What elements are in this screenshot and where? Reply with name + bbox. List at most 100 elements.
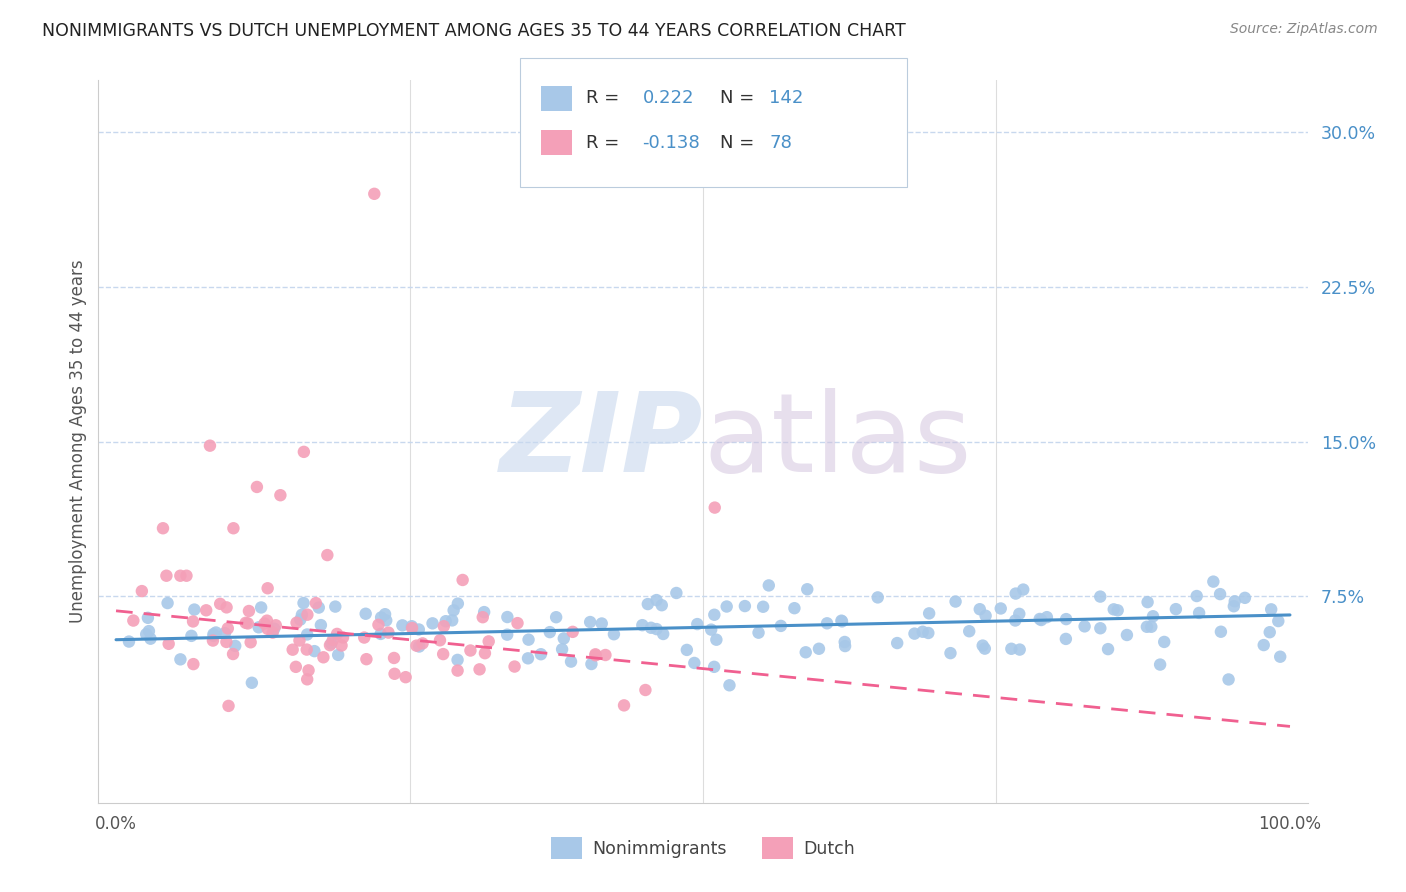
- Point: [354, 607, 377, 621]
- Text: NONIMMIGRANTS VS DUTCH UNEMPLOYMENT AMONG AGES 35 TO 44 YEARS CORRELATION CHART: NONIMMIGRANTS VS DUTCH UNEMPLOYMENT AMON…: [42, 22, 905, 40]
- Point: [474, 646, 496, 660]
- Point: [169, 568, 191, 582]
- Point: [330, 639, 353, 653]
- Text: R =: R =: [586, 134, 620, 152]
- Point: [198, 439, 221, 453]
- Point: [1107, 603, 1129, 617]
- Point: [326, 627, 349, 641]
- Point: [284, 660, 307, 674]
- Point: [441, 614, 464, 628]
- Point: [1260, 602, 1282, 616]
- Point: [834, 639, 856, 653]
- Point: [235, 615, 257, 630]
- Point: [972, 639, 994, 653]
- Point: [1008, 642, 1031, 657]
- Point: [1102, 602, 1125, 616]
- Point: [201, 633, 224, 648]
- Point: [561, 624, 583, 639]
- Point: [319, 638, 342, 652]
- Point: [752, 599, 775, 614]
- Point: [332, 631, 354, 645]
- Point: [169, 652, 191, 666]
- Point: [447, 597, 470, 611]
- Point: [202, 629, 225, 643]
- Point: [408, 623, 430, 637]
- Point: [375, 614, 398, 628]
- Point: [807, 641, 830, 656]
- Point: [295, 673, 318, 687]
- Point: [176, 568, 198, 582]
- Point: [973, 641, 995, 656]
- Point: [180, 629, 202, 643]
- Point: [118, 634, 141, 648]
- Text: ZIP: ZIP: [499, 388, 703, 495]
- Text: Source: ZipAtlas.com: Source: ZipAtlas.com: [1230, 22, 1378, 37]
- Point: [1004, 614, 1026, 628]
- Point: [472, 605, 495, 619]
- Point: [246, 480, 269, 494]
- Point: [291, 607, 314, 622]
- Point: [297, 607, 319, 622]
- Point: [139, 632, 162, 646]
- Point: [288, 633, 311, 648]
- Point: [1000, 641, 1022, 656]
- Point: [665, 586, 688, 600]
- Point: [918, 607, 941, 621]
- Point: [429, 633, 451, 648]
- Point: [181, 615, 204, 629]
- Point: [215, 600, 238, 615]
- Text: -0.138: -0.138: [643, 134, 700, 152]
- Point: [1012, 582, 1035, 597]
- Point: [405, 639, 427, 653]
- Point: [939, 646, 962, 660]
- Point: [446, 664, 468, 678]
- Point: [316, 548, 339, 562]
- Point: [1029, 612, 1052, 626]
- Point: [408, 640, 430, 654]
- Point: [595, 648, 617, 662]
- Point: [264, 618, 287, 632]
- Point: [553, 632, 575, 646]
- Point: [236, 616, 259, 631]
- Text: 142: 142: [769, 89, 803, 107]
- Point: [769, 619, 792, 633]
- Legend: Nonimmigrants, Dutch: Nonimmigrants, Dutch: [544, 830, 862, 866]
- Point: [356, 652, 378, 666]
- Point: [451, 573, 474, 587]
- Point: [969, 602, 991, 616]
- Point: [796, 582, 818, 597]
- Point: [517, 651, 540, 665]
- Point: [250, 600, 273, 615]
- Point: [506, 616, 529, 631]
- Point: [239, 635, 262, 649]
- Point: [370, 627, 392, 641]
- Point: [155, 568, 177, 582]
- Point: [591, 616, 613, 631]
- Point: [401, 619, 423, 633]
- Point: [157, 637, 180, 651]
- Point: [911, 624, 934, 639]
- Point: [700, 623, 723, 637]
- Point: [295, 627, 318, 641]
- Point: [560, 655, 582, 669]
- Point: [734, 599, 756, 613]
- Point: [412, 636, 434, 650]
- Point: [585, 648, 607, 663]
- Point: [683, 656, 706, 670]
- Point: [183, 657, 205, 672]
- Point: [377, 625, 399, 640]
- Point: [1136, 620, 1159, 634]
- Point: [1149, 657, 1171, 672]
- Text: R =: R =: [586, 89, 620, 107]
- Point: [631, 618, 654, 632]
- Point: [503, 659, 526, 673]
- Point: [214, 626, 236, 640]
- Point: [131, 584, 153, 599]
- Point: [634, 683, 657, 698]
- Text: N =: N =: [720, 134, 754, 152]
- Point: [434, 614, 457, 628]
- Point: [651, 598, 673, 612]
- Point: [285, 615, 308, 630]
- Point: [546, 610, 568, 624]
- Point: [122, 614, 145, 628]
